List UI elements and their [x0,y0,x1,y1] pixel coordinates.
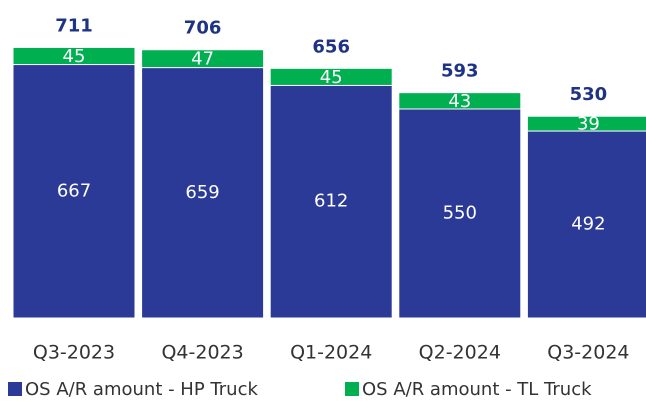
bar-segment [398,108,522,319]
x-tick-label: Q3-2023 [33,342,115,364]
bar-segment [526,115,646,132]
value-label: 659 [185,182,219,203]
total-label: 711 [55,15,93,36]
legend-swatch [345,382,359,396]
total-label: 656 [312,36,350,57]
x-tick-label: Q4-2023 [161,342,243,364]
value-label: 39 [577,114,600,135]
bar-segment [398,92,522,110]
value-label: 43 [448,91,471,112]
bar-segment [269,67,393,86]
legend-swatch [8,382,22,396]
bar-segment [269,84,393,319]
total-label: 706 [184,18,222,39]
value-label: 47 [191,49,214,70]
total-label: 593 [441,61,479,82]
value-label: 45 [320,67,343,88]
x-tick-label: Q3-2024 [547,342,629,364]
value-label: 550 [443,203,477,224]
bar-segment [141,49,265,69]
bar-segment [12,64,136,319]
x-tick-label: Q1-2024 [290,342,372,364]
bar-segment [526,130,646,319]
legend-label: OS A/R amount - TL Truck [362,379,592,400]
value-label: 667 [57,180,91,201]
value-label: 492 [571,214,605,235]
bar-segment [12,46,136,66]
value-label: 45 [63,46,86,67]
x-tick-label: Q2-2024 [419,342,501,364]
total-label: 530 [570,84,608,105]
legend-label: OS A/R amount - HP Truck [25,379,258,400]
value-label: 612 [314,191,348,212]
